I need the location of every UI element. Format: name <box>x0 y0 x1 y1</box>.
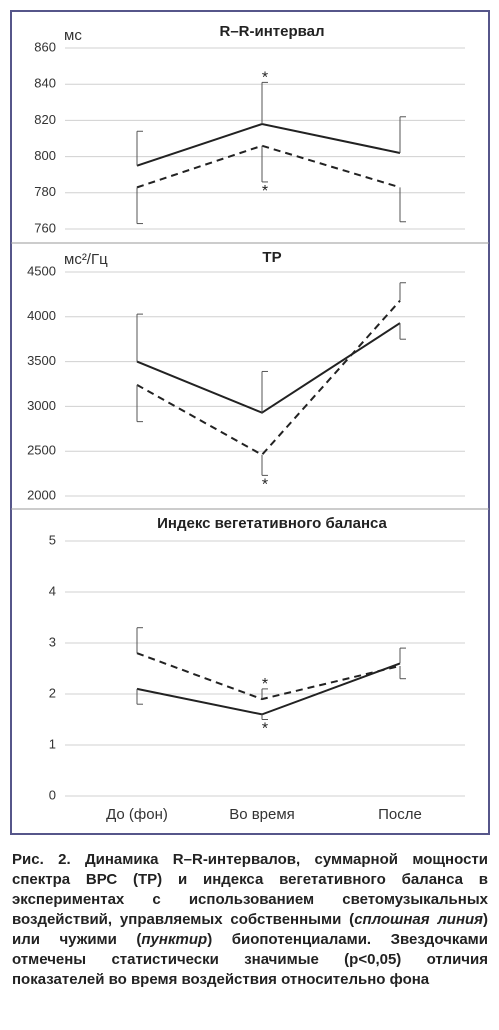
x-tick-label: После <box>378 806 422 823</box>
y-tick-label: 2500 <box>27 443 56 458</box>
y-tick-label: 4500 <box>27 263 56 278</box>
series-line <box>136 652 401 701</box>
y-tick-label: 5 <box>49 532 56 547</box>
y-tick-label: 1 <box>49 736 56 751</box>
caption-segment: сплошная линия <box>354 911 483 928</box>
panel-title: Индекс вегетативного баланса <box>157 515 387 532</box>
series-line <box>136 662 401 716</box>
y-tick-label: 4 <box>49 583 56 598</box>
y-tick-label: 820 <box>34 112 56 127</box>
series-line <box>136 322 401 414</box>
series-line <box>136 300 401 457</box>
y-tick-label: 2 <box>49 685 56 700</box>
significance-mark: * <box>262 676 268 693</box>
significance-mark: * <box>262 70 268 87</box>
caption-segment: Рис. 2. Динамика R–R-интервалов, суммарн… <box>12 851 488 928</box>
x-tick-label: До (фон) <box>106 806 168 823</box>
y-tick-label: 840 <box>34 76 56 91</box>
y-tick-label: 760 <box>34 220 56 235</box>
y-tick-label: 3500 <box>27 353 56 368</box>
y-axis-label: мс²/Гц <box>64 251 108 268</box>
significance-mark: * <box>262 721 268 738</box>
y-tick-label: 3000 <box>27 398 56 413</box>
panel-title: TP <box>262 249 281 266</box>
panel-title: R–R-интервал <box>219 23 324 40</box>
y-tick-label: 3 <box>49 634 56 649</box>
y-axis-label: мс <box>64 27 82 44</box>
y-tick-label: 780 <box>34 184 56 199</box>
x-tick-label: Во время <box>229 806 295 823</box>
chart: R–R-интервал мс 760 780 800 820 840 860 * * TP мс²/… <box>10 10 490 835</box>
series-line <box>136 122 401 167</box>
y-tick-label: 860 <box>34 39 56 54</box>
frame <box>10 10 490 835</box>
y-tick-label: 4000 <box>27 308 56 323</box>
y-tick-label: 0 <box>49 787 56 802</box>
significance-mark: * <box>262 183 268 200</box>
caption-segment: ) биопотенциалами. Звездочками отмечены … <box>12 931 488 988</box>
caption-segment: ) или чужими ( <box>12 911 488 948</box>
y-tick-label: 2000 <box>27 487 56 502</box>
caption: Рис. 2. Динамика R–R-интервалов, суммарн… <box>12 850 488 990</box>
caption-segment: пунктир <box>141 931 208 948</box>
y-tick-label: 800 <box>34 148 56 163</box>
significance-mark: * <box>262 477 268 494</box>
